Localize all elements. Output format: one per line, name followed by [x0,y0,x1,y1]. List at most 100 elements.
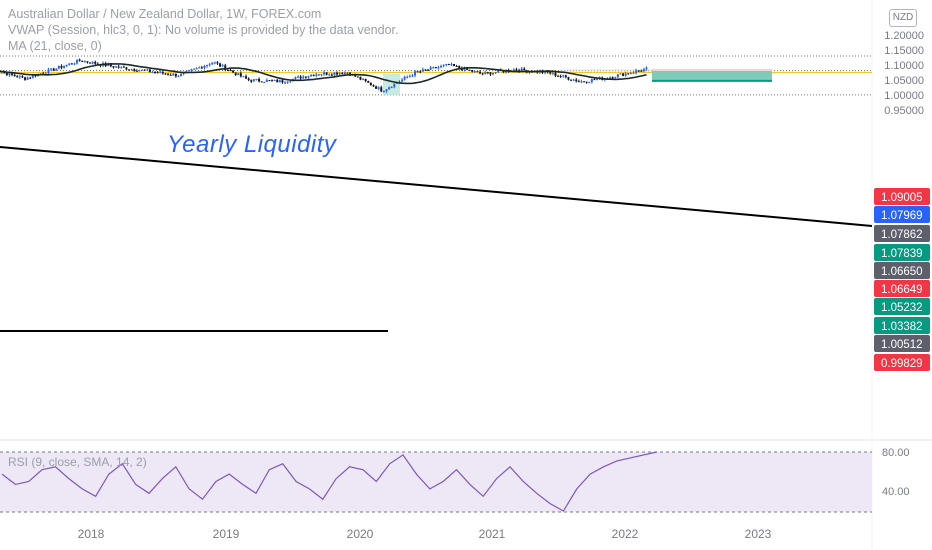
candle-body [78,59,81,61]
candle-body [232,70,235,73]
candle-body [151,72,154,74]
candle-body [76,59,79,64]
candle-body [161,71,164,74]
candle-body [0,72,3,74]
candle-body [195,68,198,70]
candle-body [523,68,526,71]
candle-body [252,79,255,82]
price-label-box [874,298,930,315]
candle-body [247,78,250,81]
candle-body [159,71,162,73]
candle-body [362,78,365,80]
candle-body [216,62,219,64]
candle-body [141,69,144,71]
candle-body [619,73,622,75]
candle-body [57,65,60,69]
candle-body [359,76,362,80]
candle-body [52,68,55,71]
candle-body [645,67,648,70]
candle-body [611,77,614,79]
candle-body [180,73,183,77]
candle-body [26,77,29,80]
candle-body [572,79,575,81]
legend-title: Australian Dollar / New Zealand Dollar, … [8,7,322,21]
candle-body [468,69,471,71]
currency-badge[interactable]: NZD [889,9,917,27]
candle-body [29,77,32,79]
candle-body [242,76,245,78]
candle-body [642,69,645,72]
descending-trendline [0,146,873,227]
candle-body [632,72,635,74]
candle-body [8,73,11,76]
price-label-box [874,225,930,242]
candle-body [453,63,456,66]
candle-body [130,69,133,71]
time-axis-tick: 2019 [213,527,240,541]
candle-body [81,60,84,62]
candle-body [273,79,276,81]
time-axis-tick: 2020 [347,527,374,541]
price-label-value: 1.00512 [881,339,923,351]
candle-body [276,79,279,83]
candle-body [294,77,297,79]
price-label-box [874,280,930,297]
candle-body [484,72,487,75]
candle-body [55,68,58,71]
candle-body [377,87,380,89]
candle-body [68,63,71,65]
candle-body [393,83,396,88]
price-label-value: 1.09005 [881,192,923,204]
candle-body [479,71,482,74]
candle-body [494,72,497,74]
candle-body [174,73,177,77]
candle-body [520,68,523,72]
candle-body [143,69,146,71]
candle-body [481,73,484,75]
candle-body [343,72,346,75]
candle-body [372,85,375,87]
candle-body [492,72,495,75]
candle-body [580,81,583,83]
moving-average-line [0,62,647,85]
candle-body [640,70,643,72]
candle-body [455,65,458,67]
candle-body [635,70,638,73]
candle-body [34,75,37,77]
price-label-value: 0.99829 [881,358,923,370]
price-axis-tick: 1.10000 [884,60,924,72]
candle-body [328,74,331,76]
candle-body [445,64,448,66]
candle-body [169,74,172,76]
candle-body [549,72,552,74]
candle-body [637,70,640,72]
price-label-value: 1.05232 [881,302,923,314]
candle-body [115,66,118,68]
candle-body [416,71,419,73]
candle-body [190,69,193,71]
candle-body [437,67,440,69]
candle-body [200,67,203,69]
candle-body [320,74,323,76]
candle-body [590,79,593,82]
price-label-box [874,206,930,223]
candle-body [265,80,268,82]
candle-body [497,69,500,73]
candle-body [515,69,518,71]
candle-body [187,70,190,72]
candle-body [138,70,141,72]
legend-vwap: VWAP (Session, hlc3, 0, 1): No volume is… [8,23,399,37]
price-label-value: 1.07862 [881,229,923,241]
price-label-box [874,244,930,261]
price-axis-tick: 1.15000 [884,45,924,57]
candle-body [70,63,73,65]
candle-body [447,64,450,66]
price-label-value: 1.06649 [881,284,923,296]
candle-body [203,66,206,69]
candle-body [442,65,445,67]
candle-body [208,64,211,66]
candle-body [5,72,8,76]
candle-body [330,74,333,76]
candle-body [429,67,432,70]
